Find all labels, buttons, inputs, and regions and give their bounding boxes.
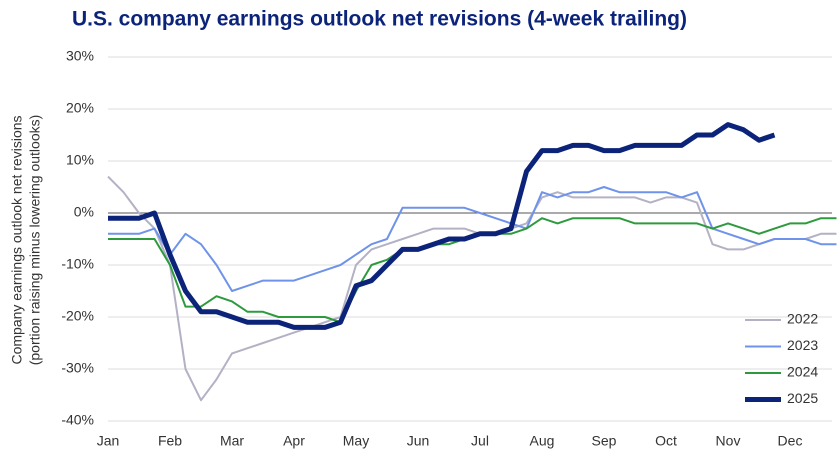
x-tick-label: Feb xyxy=(158,433,182,449)
y-tick-label: -30% xyxy=(61,360,94,376)
x-tick-label: May xyxy=(343,433,369,449)
y-axis-label: Company earnings outlook net revisions xyxy=(9,115,25,364)
chart-title: U.S. company earnings outlook net revisi… xyxy=(72,8,687,31)
x-tick-label: Jan xyxy=(97,433,120,449)
legend-label: 2025 xyxy=(787,390,818,406)
x-tick-label: Jun xyxy=(407,433,430,449)
y-tick-label: -10% xyxy=(61,256,94,272)
x-tick-label: Apr xyxy=(283,433,305,449)
legend-label: 2023 xyxy=(787,337,818,353)
x-tick-label: Nov xyxy=(716,433,741,449)
line-series xyxy=(107,175,837,402)
y-tick-label: 10% xyxy=(66,152,94,168)
x-tick-label: Jul xyxy=(471,433,489,449)
line-series xyxy=(108,122,776,330)
x-tick-label: Dec xyxy=(778,433,803,449)
y-tick-label: 0% xyxy=(74,204,94,220)
x-tick-label: Mar xyxy=(220,433,244,449)
x-tick-label: Aug xyxy=(530,433,555,449)
x-tick-label: Oct xyxy=(655,433,677,449)
x-tick-label: Sep xyxy=(592,433,617,449)
y-tick-label: 30% xyxy=(66,48,94,64)
y-tick-label: -40% xyxy=(61,412,94,428)
line-series xyxy=(108,186,837,292)
y-axis-label: (portion raising minus lowering outlooks… xyxy=(27,115,43,366)
legend-label: 2024 xyxy=(787,364,818,380)
legend-label: 2022 xyxy=(787,311,818,327)
y-tick-label: 20% xyxy=(66,100,94,116)
y-tick-label: -20% xyxy=(61,308,94,324)
